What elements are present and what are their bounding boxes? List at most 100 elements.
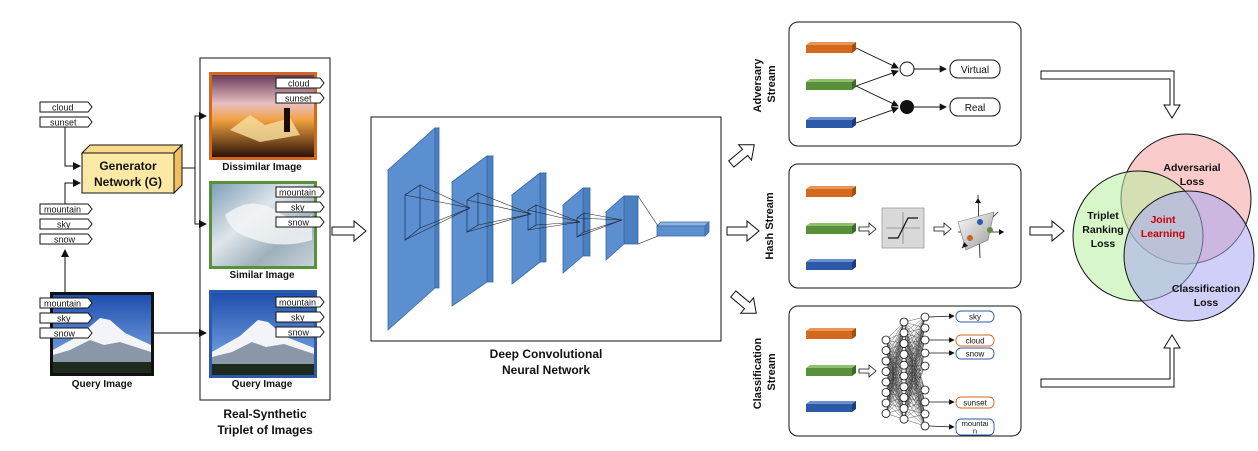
tag-icon: cloud [275,77,325,89]
virtual-label: Virtual [961,65,989,76]
arrow-right-icon [858,222,877,236]
classification-loss-label: Loss [1194,297,1219,309]
class-output-labels: sky cloud snow ⋮ sunset mountai n [915,310,995,436]
network-node [899,317,909,327]
triplet-caption: Triplet of Images [217,423,313,437]
real-node [900,100,914,114]
arrow-down-icon [1040,70,1181,119]
class-output-label: mountai [962,419,989,428]
network-node [899,328,909,338]
virtual-node [899,61,915,77]
hash-stream-label: Hash Stream [764,192,776,259]
ellipsis-dots: ⋮ [915,368,926,380]
tag-icon: sunset [275,92,325,104]
tag-icon: mountain [275,186,325,198]
network-node [899,393,909,403]
generator-network: Generator Network (G) [80,143,184,195]
cnn-layer [561,187,592,274]
arrow-up-icon [1040,334,1181,388]
adversary-stream-label: Adversary Stream [752,56,778,113]
network-node [899,371,909,381]
dissimilar-tags: cloud sunset [275,77,325,104]
tag-label: sky [291,203,305,213]
tag-label: mountain [44,205,81,215]
connector-arrow [64,179,81,204]
classification-stream-label: Classification Stream [752,335,778,410]
output-arrow [928,424,955,430]
arrow-right-icon [331,219,367,243]
sigmoid-icon [881,207,925,249]
virtual-output [949,59,1001,79]
tag-label: sky [57,314,71,324]
class-output-tag [955,310,995,323]
class-output-label: snow [966,350,985,359]
tag-label: mountain [279,298,316,308]
tag-icon: sky [39,312,93,324]
cnn-connections [404,184,659,245]
triplet-query-tags: mountain sky snow [275,296,325,338]
tag-label: snow [54,329,76,339]
network-node [899,403,909,413]
tag-label: mountain [279,188,316,198]
class-output-label: cloud [965,337,984,346]
output-arrow [928,313,955,319]
arrow-right-icon [727,144,755,168]
class-output-tag [955,418,995,436]
cnn-layer [386,127,441,331]
class-output-tag [955,396,995,409]
feature-bars [806,42,856,128]
triplet-box [199,57,331,401]
similar-tags: mountain sky snow [275,186,325,228]
tag-label: cloud [52,103,74,113]
triplet-caption: Real-Synthetic [223,407,307,421]
network-node [920,348,930,358]
tag-icon: snow [39,327,93,339]
tag-icon: sunset [39,116,93,128]
network-node [920,335,930,345]
arrow-right-icon [858,364,877,378]
tag-icon: snow [39,233,93,245]
query-image-label: Query Image [72,379,133,390]
similar-image-label: Similar Image [229,270,294,281]
tag-icon: sky [275,201,325,213]
tag-icon: mountain [39,203,93,215]
triplet-loss-label: Loss [1091,238,1116,250]
classification-loss-label: Classification [1172,283,1240,295]
cnn-fc-layer [656,221,710,237]
tag-label: sky [291,313,305,323]
adversarial-loss-label: Adversarial [1163,162,1220,174]
network-node [920,361,930,371]
generator-title: Generator [99,159,157,173]
tag-label: sky [57,220,71,230]
cnn-layer [604,195,640,261]
tag-icon: snow [275,326,325,338]
network-node [920,323,930,333]
class-output-label: sunset [963,399,987,408]
tag-icon: mountain [39,297,93,309]
cnn-layer [510,172,548,285]
connector-arrow [64,127,81,170]
class-output-label: n [973,427,977,436]
joint-learning-label: Learning [1141,228,1185,240]
network-node [899,360,909,370]
network-node [899,349,909,359]
cnn-caption: Neural Network [502,363,590,377]
network-node [899,382,909,392]
network-node [920,312,930,322]
class-output-tag [955,347,995,360]
adversarial-loss-label: Loss [1180,176,1205,188]
triplet-loss-label: Ranking [1082,224,1123,236]
network-node [920,421,930,431]
hash-space-icon [957,194,1004,259]
network-node [920,409,930,419]
tag-icon: mountain [275,296,325,308]
real-output [949,97,1001,117]
arrow-right-icon [726,219,760,243]
arrow-right-icon [933,222,952,236]
network-node [881,367,891,376]
tag-label: snow [288,218,310,228]
loss-venn-diagram: Adversarial Loss Triplet Ranking Loss Cl… [1072,133,1255,322]
class-output-tag [955,334,995,347]
tag-label: sunset [50,118,77,128]
cnn-caption: Deep Convolutional [490,347,603,361]
